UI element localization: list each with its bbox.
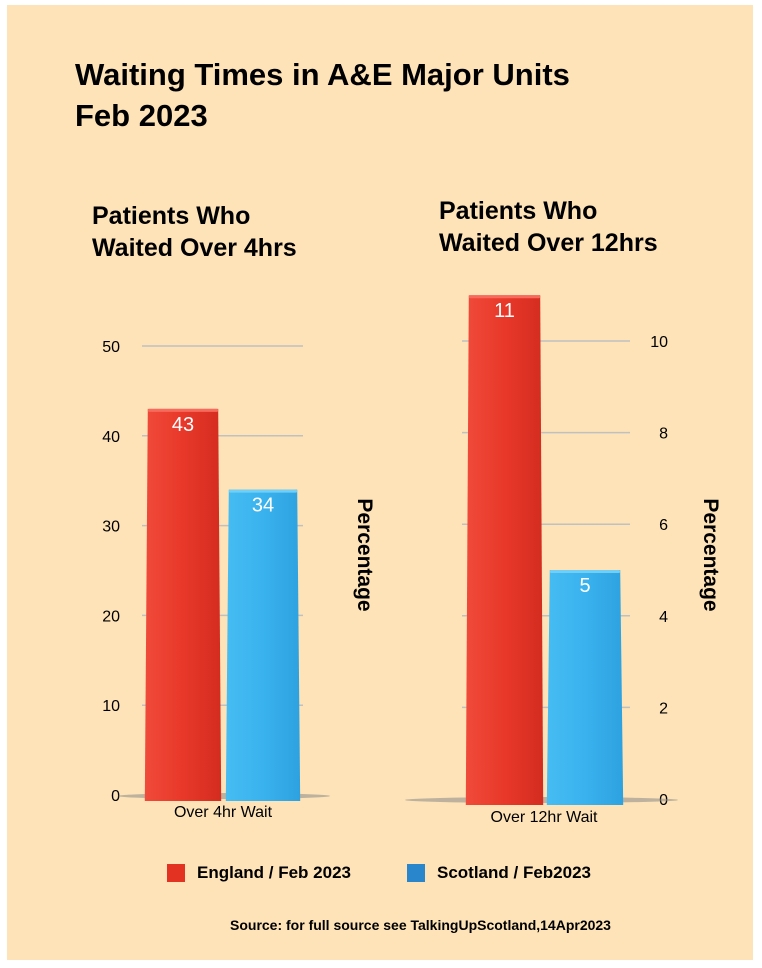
- legend-swatch-england: [167, 864, 185, 882]
- category-label: Over 4hr Wait: [174, 804, 273, 821]
- y-tick-label: 10: [102, 698, 120, 715]
- data-label: 5: [579, 575, 590, 597]
- data-label: 43: [172, 414, 194, 436]
- category-label: Over 12hr Wait: [491, 809, 599, 826]
- right-chart-title-line-1: Patients Who: [439, 197, 598, 225]
- legend-item-scotland: Scotland / Feb2023: [407, 859, 591, 887]
- left-chart-title-line-1: Patients Who: [92, 202, 251, 230]
- y-tick-label: 2: [659, 700, 668, 717]
- y-tick-label: 10: [650, 334, 668, 351]
- y-tick-label: 20: [102, 608, 120, 625]
- title-line-1: Waiting Times in A&E Major Units: [75, 57, 570, 92]
- y-tick-label: 40: [102, 429, 120, 446]
- bar-scotland: [546, 570, 624, 805]
- right-chart-title: Patients Who Waited Over 12hrs: [439, 195, 658, 259]
- source-note: Source: for full source see TalkingUpSco…: [230, 917, 611, 933]
- y-tick-label: 50: [102, 339, 120, 356]
- y-tick-label: 4: [659, 609, 668, 626]
- bar-top-highlight: [468, 295, 541, 299]
- y-tick-label: 6: [659, 517, 668, 534]
- bar-top-highlight: [549, 570, 621, 573]
- data-label: 34: [252, 495, 274, 517]
- bar-top-highlight: [228, 489, 298, 493]
- data-label: 11: [494, 300, 515, 322]
- y-tick-label: 0: [111, 788, 120, 805]
- left-chart-title: Patients Who Waited Over 4hrs: [92, 200, 297, 264]
- bar-scotland: [225, 489, 301, 801]
- title-line-2: Feb 2023: [75, 98, 208, 133]
- y-tick-label: 8: [659, 426, 668, 443]
- left-y-axis-label: Percentage: [353, 498, 376, 612]
- right-chart-title-line-2: Waited Over 12hrs: [439, 229, 658, 257]
- y-tick-label: 30: [102, 519, 120, 536]
- page-title: Waiting Times in A&E Major Units Feb 202…: [75, 54, 570, 136]
- left-chart: 0 10 20 30 40 50 43 34 Over 4hr Wait: [102, 339, 330, 821]
- right-y-axis-label: Percentage: [699, 498, 722, 612]
- bar-england: [465, 295, 544, 805]
- legend-item-england: England / Feb 2023: [167, 859, 351, 887]
- legend-swatch-scotland: [407, 864, 425, 882]
- bar-england: [144, 408, 222, 801]
- bar-top-highlight: [147, 408, 219, 412]
- right-chart: 0246810115Over 12hr Wait: [405, 295, 678, 826]
- legend-label-england: England / Feb 2023: [197, 863, 351, 882]
- legend-label-scotland: Scotland / Feb2023: [437, 863, 591, 882]
- left-chart-title-line-2: Waited Over 4hrs: [92, 234, 297, 262]
